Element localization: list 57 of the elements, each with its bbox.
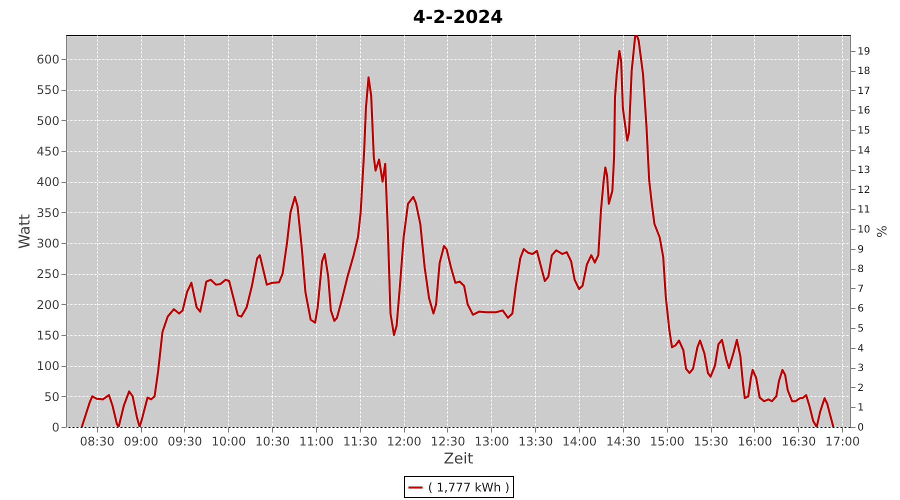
x-tick-label: 12:30 <box>430 434 466 448</box>
y2-tick-label: 9 <box>858 244 864 256</box>
x-tick-label: 12:00 <box>386 434 422 448</box>
y-tick-label: 100 <box>36 359 60 374</box>
y-tick-label: 50 <box>44 390 60 404</box>
x-tick-label: 15:00 <box>650 434 685 448</box>
x-tick-label: 14:30 <box>606 434 641 448</box>
y-tick-label: 300 <box>36 236 60 250</box>
y2-tick-label: 4 <box>858 343 864 354</box>
x-tick-label: 15:30 <box>694 434 728 448</box>
y-tick-label: 350 <box>36 206 60 220</box>
x-tick-label: 16:30 <box>781 434 816 448</box>
y2-tick-label: 19 <box>858 46 870 58</box>
y2-tick-label: 17 <box>858 86 870 97</box>
x-tick-label: 14:00 <box>562 434 597 448</box>
line-series <box>80 35 834 427</box>
x-tick-label: 17:00 <box>825 434 860 448</box>
y2-tick-label: 3 <box>858 363 864 374</box>
y-tick-label: 150 <box>36 328 60 342</box>
chart-title: 4-2-2024 <box>412 7 504 28</box>
y-axis-title: Watt <box>16 214 34 249</box>
x-tick-label: 13:00 <box>474 434 510 448</box>
y2-tick-label: 1 <box>858 402 864 414</box>
y2-tick-label: 6 <box>858 304 864 315</box>
y2-tick-label: 12 <box>858 184 870 196</box>
x-tick-label: 10:30 <box>255 434 290 448</box>
x-tick-label: 13:30 <box>518 434 553 448</box>
x-tick-label: 16:00 <box>738 434 772 448</box>
y-tick-label: 450 <box>36 144 60 158</box>
y-tick-label: 400 <box>36 175 60 190</box>
x-tick-label: 11:00 <box>299 434 334 448</box>
x-tick-label: 10:00 <box>211 434 246 448</box>
y2-tick-label: 11 <box>858 204 870 216</box>
y-tick-label: 500 <box>36 114 60 128</box>
y2-tick-label: 10 <box>858 224 870 236</box>
y2-tick-label: 2 <box>858 382 864 394</box>
x-axis-title: Zeit <box>444 450 474 468</box>
y2-tick-label: 16 <box>858 106 870 117</box>
y2-tick-label: 8 <box>858 264 864 276</box>
y2-axis-title: % <box>873 225 888 238</box>
x-tick-label: 08:30 <box>80 434 114 448</box>
y2-tick-label: 13 <box>858 165 870 176</box>
legend-label: ( 1,777 kWh ) <box>428 480 510 494</box>
x-tick-label: 09:30 <box>168 434 202 448</box>
y-tick-label: 200 <box>36 298 60 312</box>
x-tick-label: 09:00 <box>124 434 158 448</box>
y2-tick-label: 15 <box>858 126 870 137</box>
y2-tick-label: 0 <box>858 422 864 434</box>
y-tick-label: 250 <box>36 267 60 282</box>
y2-tick-label: 5 <box>858 324 864 335</box>
y2-tick-label: 18 <box>858 66 870 78</box>
x-tick-label: 11:30 <box>342 434 378 448</box>
y2-tick-label: 7 <box>858 284 864 295</box>
y-tick-label: 550 <box>36 83 60 98</box>
y-tick-label: 600 <box>36 52 60 66</box>
y-tick-label: 0 <box>52 420 60 434</box>
y2-tick-label: 14 <box>858 145 870 156</box>
